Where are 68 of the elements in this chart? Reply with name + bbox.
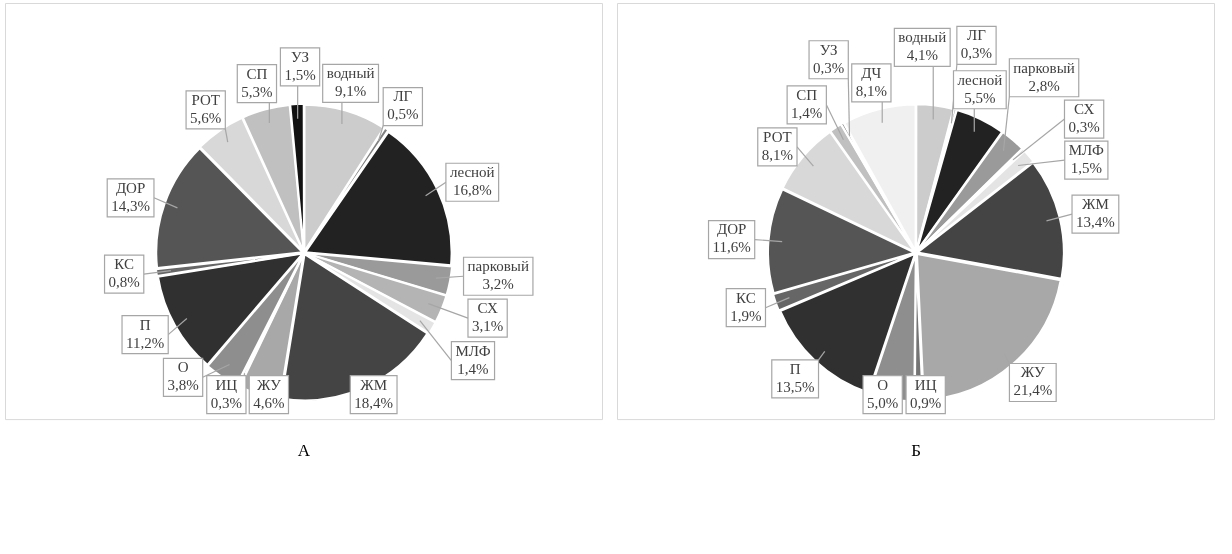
data-label: 0,3% [210, 394, 242, 411]
data-label: 21,4% [1013, 382, 1053, 399]
slice-label: СХ [477, 300, 498, 317]
slice-label: СП [796, 86, 818, 103]
data-label: 3,1% [471, 318, 504, 335]
slice-label: ЖМ [1082, 196, 1109, 213]
slice-label: ЖМ [360, 376, 388, 393]
data-label: 0,3% [960, 45, 993, 62]
data-label: 18,4% [354, 394, 394, 411]
slice-label: лесной [449, 164, 495, 181]
data-label: 16,8% [452, 182, 492, 199]
data-label: 11,2% [126, 334, 165, 351]
slice-label: ЛГ [967, 27, 987, 44]
slice-label: КС [736, 289, 756, 306]
slice-label: ИЦ [914, 376, 937, 393]
slice-label: лесной [957, 71, 1003, 88]
data-label: 3,2% [482, 276, 514, 293]
slice-label: УЗ [819, 41, 838, 58]
slice-label: парковый [1013, 59, 1075, 76]
data-label: 0,3% [813, 59, 845, 76]
data-label: 0,8% [108, 274, 140, 291]
slice-label: П [789, 360, 801, 377]
data-label: 11,6% [712, 239, 751, 256]
slice-label: СХ [1073, 100, 1095, 117]
data-label: 0,5% [387, 106, 419, 123]
slice-label: ЖУ [1020, 364, 1046, 381]
data-label: 5,3% [241, 83, 273, 100]
data-label: 13,4% [1076, 214, 1115, 231]
data-label: 1,5% [1070, 160, 1102, 177]
data-label: 1,4% [791, 104, 823, 121]
data-label: 13,5% [775, 378, 815, 395]
data-label: 0,9% [910, 394, 942, 411]
data-label: 3,8% [167, 377, 199, 394]
data-label: 1,5% [284, 66, 316, 83]
data-label: 5,6% [190, 109, 222, 126]
slice-label: РОТ [763, 128, 792, 145]
slice-label: СП [246, 65, 268, 82]
data-label: 8,1% [855, 82, 887, 99]
data-label: 1,9% [730, 307, 762, 324]
data-label: 4,6% [253, 394, 285, 411]
slice-label: ЖУ [256, 376, 282, 393]
slice-label: ИЦ [215, 376, 238, 393]
slice-label: водный [326, 65, 375, 82]
slice-label: ДОР [115, 179, 146, 196]
text: А [297, 441, 311, 461]
slice-label: УЗ [291, 48, 309, 65]
slice-label: водный [898, 29, 947, 46]
slice-label: МЛФ [455, 342, 491, 359]
slice-label: КС [114, 256, 134, 273]
data-label: 8,1% [761, 146, 793, 163]
slice-label: парковый [467, 258, 529, 275]
slice-label: РОТ [191, 91, 220, 108]
data-label: 4,1% [906, 47, 938, 64]
slice-label: ЛГ [393, 88, 413, 105]
slice-label: О [177, 359, 189, 376]
slice-label: П [139, 316, 151, 333]
slice-label: О [877, 376, 889, 393]
data-label: 5,5% [964, 89, 996, 106]
data-label: 9,1% [334, 83, 367, 100]
text: Б [911, 441, 921, 461]
data-label: 1,4% [457, 360, 489, 377]
slice-label: ДОР [716, 221, 747, 238]
data-label: 0,3% [1068, 118, 1100, 135]
data-label: 14,3% [111, 197, 150, 214]
slice-label: ДЧ [861, 64, 882, 81]
data-label: 2,8% [1028, 77, 1060, 94]
slice-label: МЛФ [1068, 142, 1105, 159]
data-label: 5,0% [867, 394, 899, 411]
